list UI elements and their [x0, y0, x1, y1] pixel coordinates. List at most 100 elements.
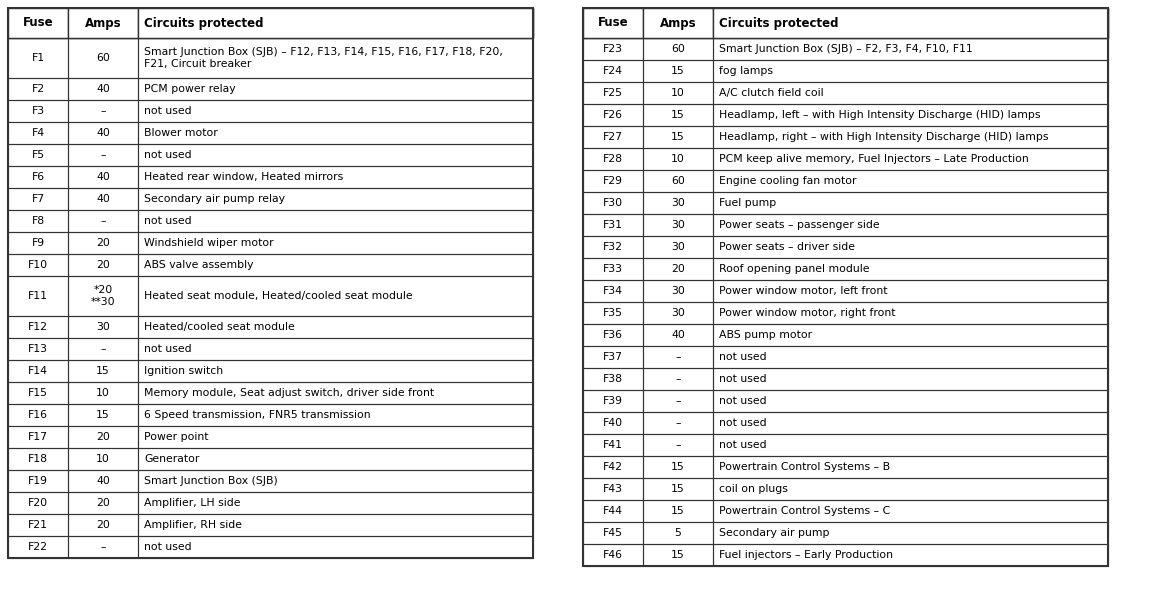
- Bar: [138, 338, 532, 360]
- Text: Roof opening panel module: Roof opening panel module: [719, 264, 869, 274]
- Bar: [583, 280, 643, 302]
- Bar: [8, 426, 68, 448]
- Text: F43: F43: [603, 484, 623, 494]
- Bar: [8, 38, 532, 78]
- Bar: [138, 470, 532, 492]
- Bar: [583, 170, 1107, 192]
- Text: Fuel pump: Fuel pump: [719, 198, 776, 208]
- Text: 5: 5: [675, 528, 682, 538]
- Bar: [713, 368, 1107, 390]
- Bar: [138, 232, 532, 254]
- Text: 15: 15: [672, 462, 685, 472]
- Text: 15: 15: [672, 110, 685, 120]
- Bar: [583, 434, 643, 456]
- Bar: [68, 276, 138, 316]
- Bar: [138, 492, 532, 514]
- Text: Headlamp, left – with High Intensity Discharge (HID) lamps: Headlamp, left – with High Intensity Dis…: [719, 110, 1041, 120]
- Text: 10: 10: [672, 154, 685, 164]
- Bar: [8, 8, 532, 38]
- Bar: [68, 338, 138, 360]
- Text: Smart Junction Box (SJB) – F2, F3, F4, F10, F11: Smart Junction Box (SJB) – F2, F3, F4, F…: [719, 44, 973, 54]
- Bar: [68, 232, 138, 254]
- Bar: [643, 346, 713, 368]
- Bar: [643, 148, 713, 170]
- Bar: [713, 302, 1107, 324]
- Bar: [643, 368, 713, 390]
- Bar: [583, 126, 643, 148]
- Bar: [8, 188, 68, 210]
- Text: not used: not used: [719, 396, 767, 406]
- Bar: [583, 456, 1107, 478]
- Bar: [68, 492, 138, 514]
- Text: 15: 15: [672, 66, 685, 76]
- Bar: [643, 434, 713, 456]
- Text: not used: not used: [144, 106, 192, 116]
- Text: F26: F26: [603, 110, 623, 120]
- Bar: [583, 170, 643, 192]
- Text: F4: F4: [31, 128, 45, 138]
- Bar: [8, 100, 532, 122]
- Bar: [713, 126, 1107, 148]
- Bar: [8, 166, 532, 188]
- Text: F38: F38: [603, 374, 623, 384]
- Bar: [8, 276, 532, 316]
- Text: 10: 10: [97, 388, 110, 398]
- Bar: [68, 144, 138, 166]
- Bar: [643, 126, 713, 148]
- Bar: [643, 8, 713, 38]
- Text: Engine cooling fan motor: Engine cooling fan motor: [719, 176, 857, 186]
- Text: F33: F33: [603, 264, 623, 274]
- Bar: [68, 470, 138, 492]
- Text: F11: F11: [28, 291, 48, 301]
- Text: 60: 60: [672, 44, 685, 54]
- Bar: [583, 324, 643, 346]
- Bar: [138, 316, 532, 338]
- Bar: [8, 122, 532, 144]
- Bar: [8, 254, 68, 276]
- Bar: [8, 210, 68, 232]
- Bar: [138, 210, 532, 232]
- Text: F13: F13: [28, 344, 48, 354]
- Bar: [643, 236, 713, 258]
- Text: F20: F20: [28, 498, 48, 508]
- Bar: [643, 302, 713, 324]
- Bar: [583, 412, 1107, 434]
- Text: F10: F10: [28, 260, 48, 270]
- Text: 15: 15: [97, 410, 110, 420]
- Bar: [8, 338, 532, 360]
- Bar: [713, 412, 1107, 434]
- Text: Power seats – driver side: Power seats – driver side: [719, 242, 854, 252]
- Text: F16: F16: [28, 410, 48, 420]
- Bar: [8, 8, 68, 38]
- Bar: [8, 316, 68, 338]
- Text: Heated rear window, Heated mirrors: Heated rear window, Heated mirrors: [144, 172, 343, 182]
- Bar: [8, 254, 532, 276]
- Text: fog lamps: fog lamps: [719, 66, 773, 76]
- Text: Circuits protected: Circuits protected: [144, 16, 263, 30]
- Bar: [713, 280, 1107, 302]
- Bar: [583, 390, 1107, 412]
- Bar: [643, 280, 713, 302]
- Text: F29: F29: [603, 176, 623, 186]
- Bar: [68, 514, 138, 536]
- Text: F32: F32: [603, 242, 623, 252]
- Bar: [583, 522, 1107, 544]
- Bar: [713, 214, 1107, 236]
- Bar: [583, 258, 643, 280]
- Bar: [583, 346, 1107, 368]
- Text: 20: 20: [97, 432, 110, 442]
- Text: F2: F2: [31, 84, 45, 94]
- Bar: [8, 122, 68, 144]
- Bar: [8, 232, 532, 254]
- Bar: [138, 276, 532, 316]
- Bar: [583, 214, 1107, 236]
- Text: Power window motor, left front: Power window motor, left front: [719, 286, 888, 296]
- Bar: [68, 210, 138, 232]
- Text: Headlamp, right – with High Intensity Discharge (HID) lamps: Headlamp, right – with High Intensity Di…: [719, 132, 1049, 142]
- Text: 10: 10: [97, 454, 110, 464]
- Bar: [138, 144, 532, 166]
- Text: Amps: Amps: [85, 16, 121, 30]
- Text: 15: 15: [97, 366, 110, 376]
- Bar: [138, 122, 532, 144]
- Bar: [643, 38, 713, 60]
